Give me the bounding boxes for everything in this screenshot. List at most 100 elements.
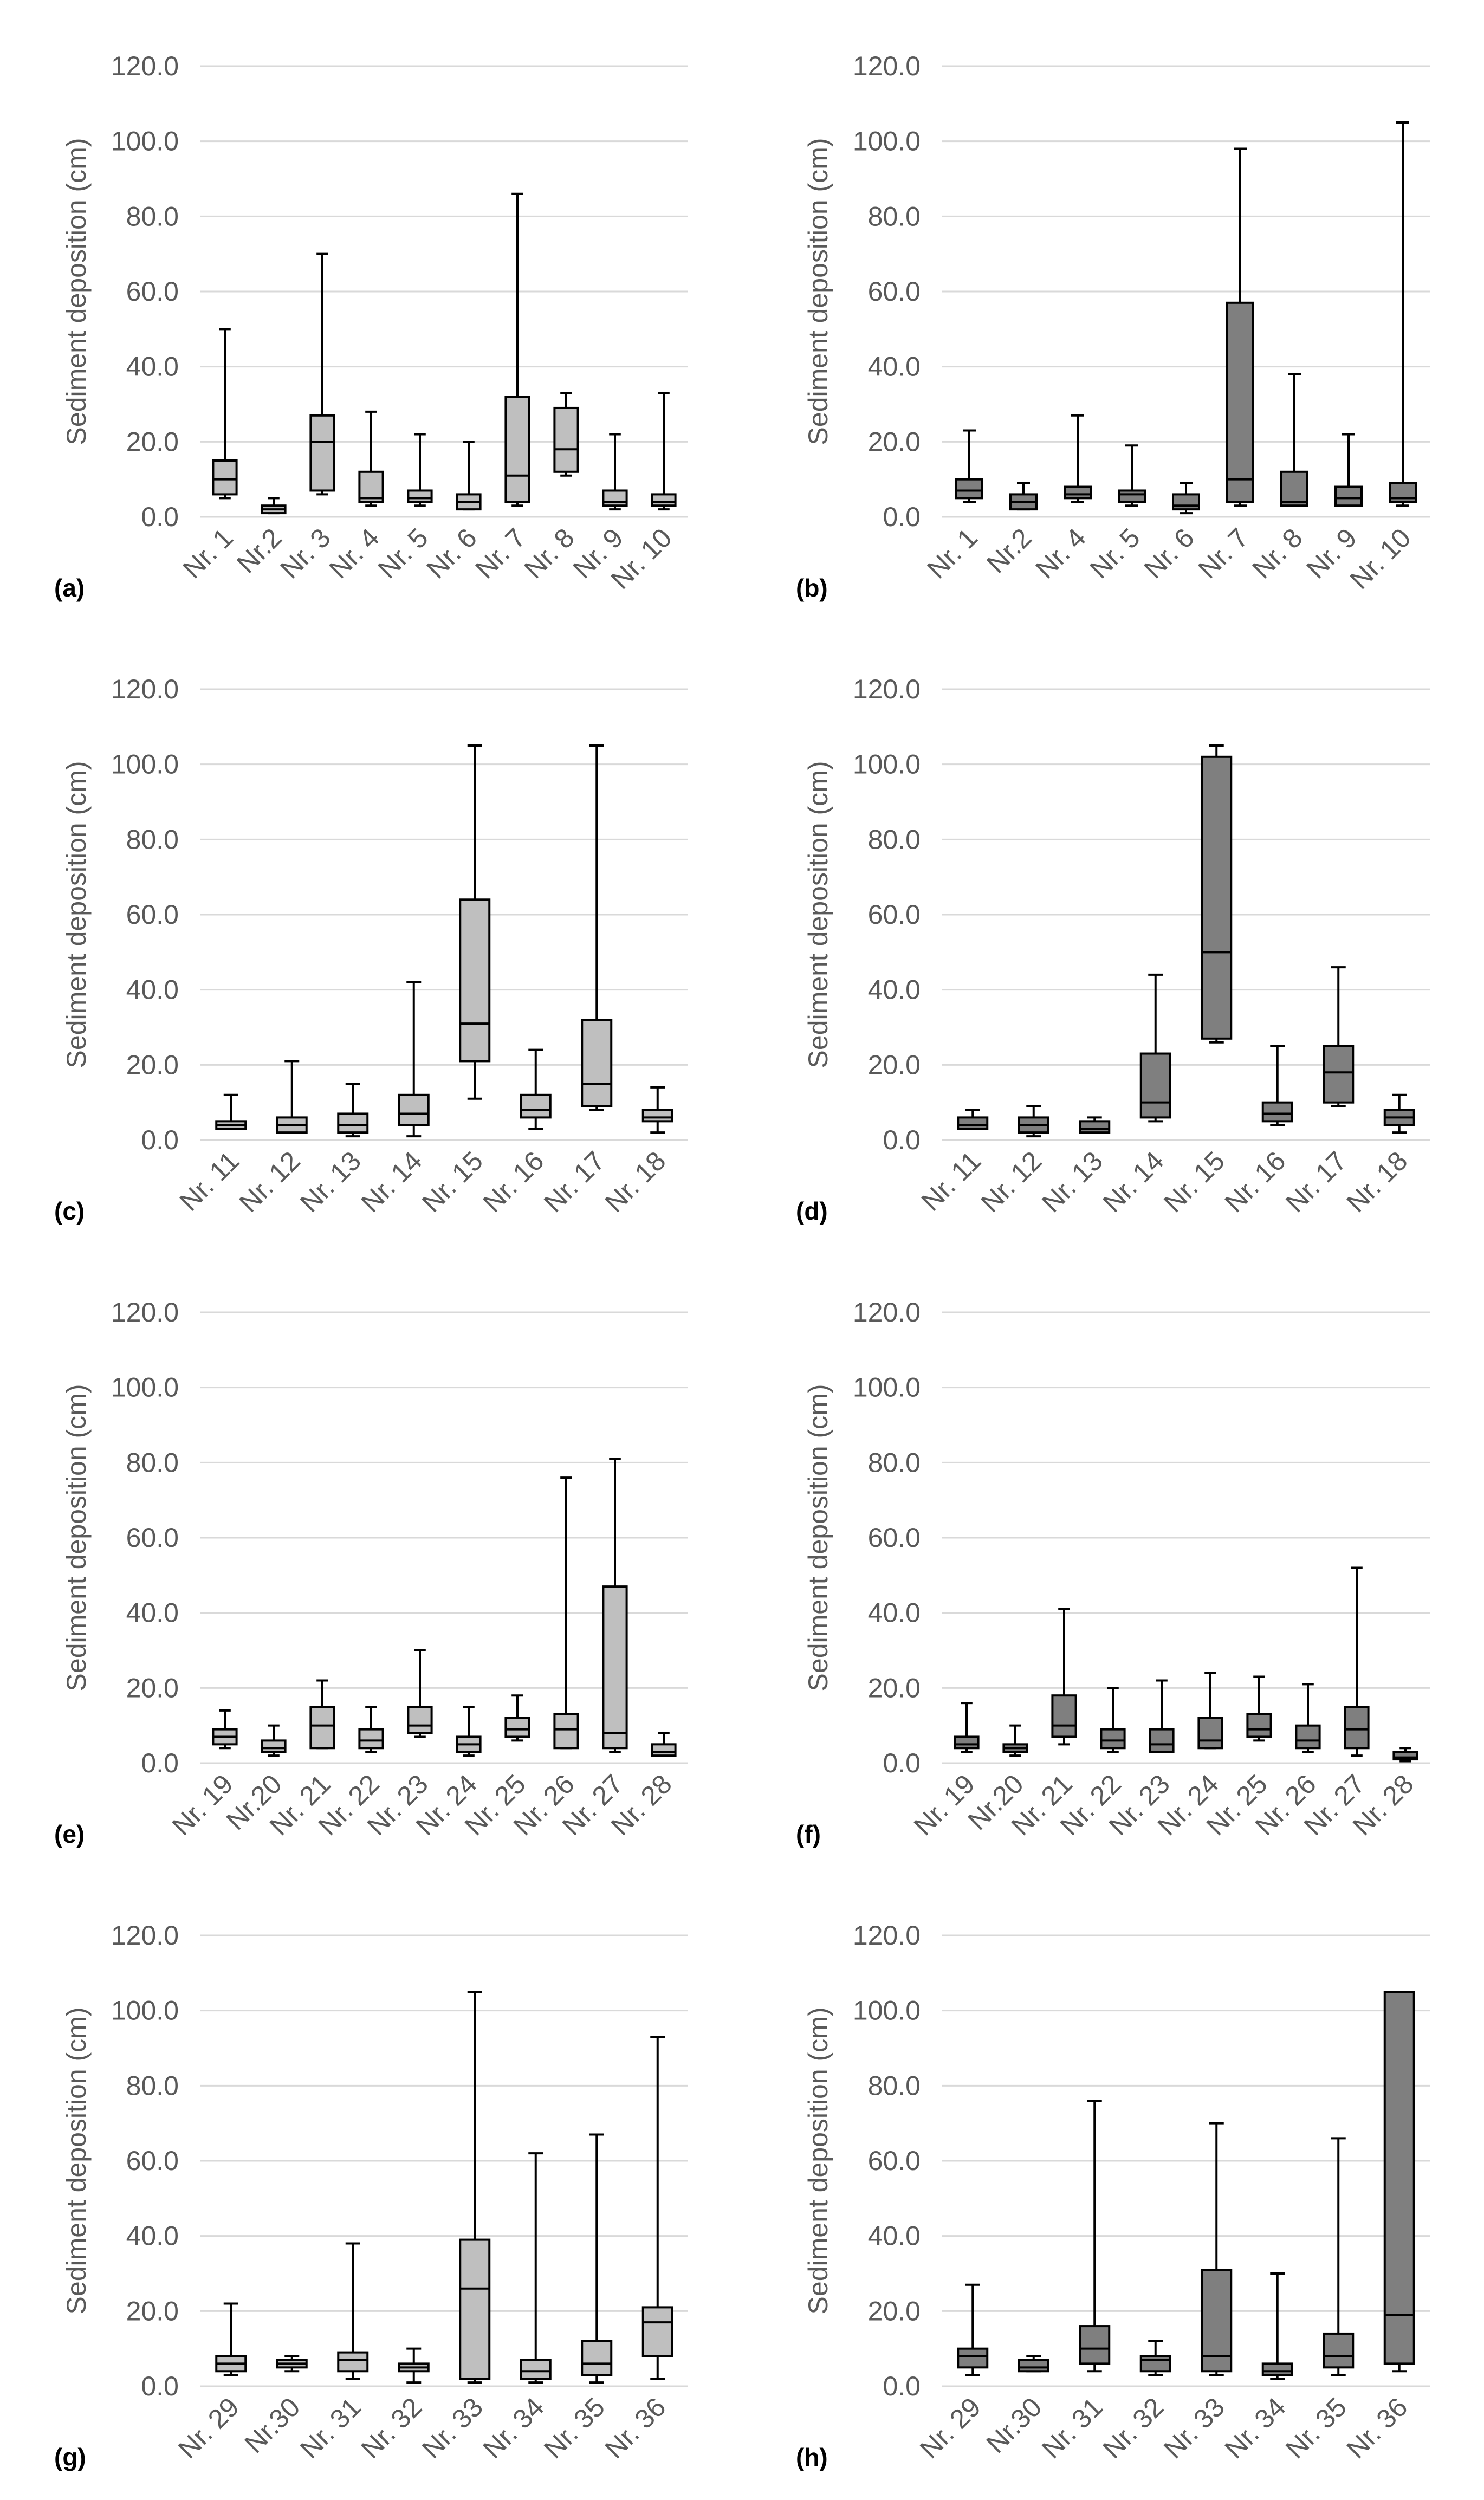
box-iqr [398, 1093, 430, 1126]
y-tick-label: 80.0 [126, 1447, 179, 1478]
y-axis-label: Sediment deposition (cm) [61, 2007, 92, 2315]
y-tick-label: 60.0 [868, 2146, 921, 2176]
y-tick-label: 80.0 [126, 201, 179, 231]
panel-label: (c) [54, 1197, 85, 1225]
box-26 [553, 1476, 579, 1750]
panel-label: (d) [796, 1197, 828, 1225]
box-6 [1172, 482, 1200, 515]
box-16 [520, 1048, 552, 1130]
box-13 [1079, 1116, 1111, 1134]
box-21 [309, 1679, 335, 1750]
box-iqr [581, 2340, 613, 2376]
y-tick-label: 40.0 [126, 2221, 179, 2251]
y-tick-label: 0.0 [141, 2371, 179, 2401]
box-iqr [1139, 2355, 1171, 2373]
box-iqr [261, 1739, 287, 1753]
y-tick-label: 40.0 [868, 975, 921, 1005]
box-iqr [1100, 1728, 1126, 1750]
y-tick-label: 120.0 [853, 51, 921, 81]
box-iqr [1383, 1991, 1415, 2365]
y-tick-label: 0.0 [883, 1748, 921, 1778]
box-iqr [520, 1093, 552, 1119]
box-7 [1226, 147, 1254, 507]
box-10 [1389, 121, 1417, 507]
box-plot-svg: 0.0 20.0 40.0 60.0 80.0 100.0 120.0 Sediment de… [803, 1297, 1430, 1841]
box-iqr [520, 2359, 552, 2380]
y-tick-label: 20.0 [126, 1673, 179, 1703]
y-tick-label: 60.0 [126, 1523, 179, 1553]
x-tick-label: Nr. 14 [1097, 1145, 1170, 1218]
y-tick-label: 120.0 [853, 1297, 921, 1327]
y-axis-label: Sediment deposition (cm) [803, 761, 833, 1068]
box-17 [1323, 966, 1355, 1107]
box-iqr [407, 489, 433, 503]
y-tick-label: 0.0 [141, 1748, 179, 1778]
box-iqr [309, 1706, 335, 1750]
box-13 [337, 1083, 369, 1138]
box-4 [358, 410, 384, 507]
box-iqr [504, 396, 530, 503]
y-tick-label: 80.0 [126, 824, 179, 854]
box-11 [215, 1093, 247, 1130]
box-21 [1051, 1608, 1077, 1746]
box-28 [1392, 1747, 1418, 1763]
box-iqr [602, 1585, 628, 1750]
box-1 [212, 328, 238, 500]
x-tick-label: Nr. 12 [975, 1145, 1048, 1218]
x-tick-label: Nr. 29 [914, 2392, 987, 2464]
y-tick-label: 100.0 [111, 1372, 179, 1403]
box-25 [504, 1694, 530, 1742]
panel-b: (b) 0.0 20.0 40.0 60.0 80.0 100.0 120.0 Sediment… [742, 0, 1483, 623]
y-tick-label: 100.0 [853, 1372, 921, 1403]
y-axis-label: Sediment deposition (cm) [803, 138, 833, 445]
y-axis-label: Sediment deposition (cm) [803, 1384, 833, 1692]
y-tick-label: 40.0 [868, 1598, 921, 1628]
box-36 [641, 2036, 673, 2380]
box-iqr [955, 478, 983, 500]
x-tick-label: Nr. 18 [1341, 1145, 1414, 1218]
y-tick-label: 120.0 [853, 1920, 921, 1951]
box-iqr [504, 1717, 530, 1738]
box-32 [1139, 2340, 1171, 2376]
box-11 [957, 1109, 989, 1130]
box-2 [261, 497, 287, 515]
box-iqr [309, 414, 335, 492]
box-iqr [1280, 470, 1308, 507]
y-tick-label: 60.0 [868, 899, 921, 930]
box-iqr [1079, 1120, 1111, 1134]
box-iqr [1197, 1717, 1223, 1750]
box-iqr [459, 2238, 491, 2380]
x-tick-label: Nr. 3 [275, 522, 336, 584]
box-iqr [1149, 1728, 1175, 1753]
box-iqr [1246, 1713, 1272, 1738]
x-tick-label: Nr. 5 [1084, 522, 1146, 584]
box-iqr [358, 1728, 384, 1750]
box-35 [1323, 2137, 1355, 2376]
y-tick-label: 60.0 [868, 1523, 921, 1553]
y-tick-label: 20.0 [126, 2296, 179, 2326]
box-31 [337, 2242, 369, 2380]
y-tick-label: 0.0 [141, 1125, 179, 1155]
x-tick-label: Nr. 32 [355, 2392, 428, 2464]
box-iqr [1201, 2269, 1233, 2373]
box-20 [261, 1724, 287, 1757]
x-tick-label: Nr. 35 [538, 2392, 611, 2464]
box-iqr [1201, 755, 1233, 1040]
box-iqr [641, 2306, 673, 2357]
box-24 [1197, 1672, 1223, 1750]
y-tick-label: 100.0 [111, 126, 179, 157]
x-tick-label: Nr.2 [231, 522, 287, 579]
box-36 [1383, 1991, 1415, 2373]
x-tick-label: Nr. 32 [1097, 2392, 1170, 2464]
panel-d: (d) 0.0 20.0 40.0 60.0 80.0 100.0 120.0 Sediment… [742, 623, 1483, 1246]
box-34 [1261, 2272, 1293, 2380]
box-12 [1018, 1105, 1049, 1138]
x-tick-label: Nr. 31 [1036, 2392, 1109, 2464]
box-plot-svg: 0.0 20.0 40.0 60.0 80.0 100.0 120.0 Sediment de… [803, 51, 1430, 595]
box-29 [215, 2302, 247, 2376]
panel-f: (f) 0.0 20.0 40.0 60.0 80.0 100.0 120.0 Sediment… [742, 1246, 1483, 1869]
x-tick-label: Nr. 33 [1158, 2392, 1230, 2464]
box-iqr [337, 1112, 369, 1134]
box-9 [602, 433, 628, 511]
